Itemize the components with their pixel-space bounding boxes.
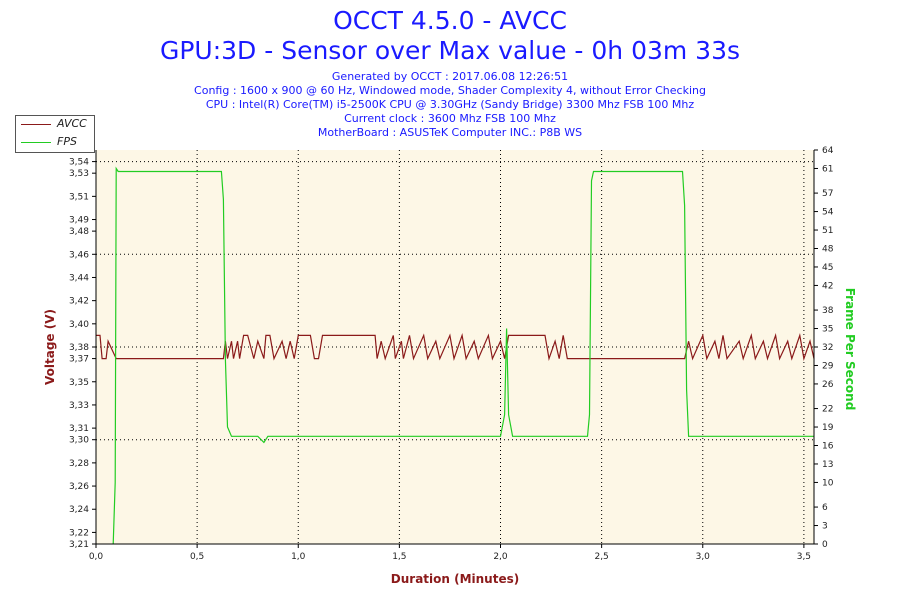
y2-tick-label: 10: [822, 478, 834, 488]
y2-tick-label: 54: [822, 208, 834, 218]
y-tick-label: 3,31: [69, 424, 89, 434]
y2-tick-label: 22: [822, 405, 833, 415]
y-tick-label: 3,42: [69, 297, 89, 307]
info-generated: Generated by OCCT : 2017.06.08 12:26:51: [331, 70, 569, 83]
chart-subtitle: GPU:3D - Sensor over Max value - 0h 03m …: [159, 36, 741, 65]
x-tick-label: 0,5: [190, 552, 204, 562]
y-tick-label: 3,35: [69, 378, 89, 388]
y-tick-label: 3,37: [69, 355, 89, 365]
chart-legend: AVCC FPS: [15, 115, 95, 153]
y2-tick-label: 64: [822, 146, 834, 156]
y-tick-label: 3,33: [69, 401, 89, 411]
y2-tick-label: 45: [822, 263, 833, 273]
y2-tick-label: 42: [822, 281, 833, 291]
y2-tick-label: 51: [822, 226, 833, 236]
series-group: [96, 166, 815, 545]
y2-tick-label: 16: [822, 442, 834, 452]
y2-tick-label: 48: [822, 245, 834, 255]
series-line-avcc: [96, 333, 815, 361]
y2-tick-label: 0: [822, 540, 828, 550]
y2-tick-label: 35: [822, 325, 833, 335]
y2-tick-label: 32: [822, 343, 833, 353]
y-tick-label: 3,49: [69, 216, 89, 226]
legend-swatch-fps: [21, 142, 51, 143]
y2-tick-label: 38: [822, 306, 834, 316]
x-tick-label: 2,5: [594, 552, 608, 562]
x-tick-label: 0,0: [89, 552, 104, 562]
y-tick-label: 3,53: [69, 169, 89, 179]
y-tick-label: 3,48: [69, 227, 89, 237]
y2-tick-label: 19: [822, 423, 834, 433]
chart-title: OCCT 4.5.0 - AVCC: [333, 6, 567, 35]
x-tick-label: 1,5: [392, 552, 406, 562]
y-tick-label: 3,24: [69, 505, 89, 515]
y2-tick-label: 13: [822, 460, 833, 470]
y-tick-label: 3,46: [69, 250, 89, 260]
y-tick-label: 3,21: [69, 540, 89, 550]
y2-tick-label: 57: [822, 189, 833, 199]
y-tick-label: 3,28: [69, 459, 89, 469]
y2-axis-title: Frame Per Second: [843, 288, 857, 411]
y-tick-label: 3,54: [69, 158, 89, 168]
y2-tick-label: 29: [822, 361, 834, 371]
y-tick-label: 3,44: [69, 273, 89, 283]
series-line-fps: [112, 166, 814, 545]
x-tick-label: 1,0: [291, 552, 306, 562]
y-tick-label: 3,22: [69, 528, 89, 538]
tick-labels: 0,0 0,5 1,0 1,5 2,0 2,5 3,0 3,5 3,21 3,22 3,24 3,26…: [69, 146, 834, 562]
y-tick-label: 3,40: [69, 320, 89, 330]
x-tick-label: 3,0: [696, 552, 711, 562]
legend-label-avcc: AVCC: [57, 117, 87, 130]
y2-tick-label: 3: [822, 522, 828, 532]
info-config: Config : 1600 x 900 @ 60 Hz, Windowed mo…: [194, 84, 706, 97]
x-tick-label: 3,5: [797, 552, 811, 562]
y-tick-label: 3,51: [69, 192, 89, 202]
legend-swatch-avcc: [21, 124, 51, 125]
x-axis-title: Duration (Minutes): [391, 572, 519, 586]
info-motherboard: MotherBoard : ASUSTeK Computer INC.: P8B…: [317, 126, 583, 139]
legend-item-avcc: AVCC: [16, 116, 94, 132]
y-tick-label: 3,30: [69, 436, 89, 446]
legend-label-fps: FPS: [57, 135, 77, 148]
y-tick-label: 3,38: [69, 343, 89, 353]
y2-tick-label: 61: [822, 164, 833, 174]
y-tick-label: 3,26: [69, 482, 89, 492]
y2-tick-label: 6: [822, 503, 828, 513]
plot-area: [96, 150, 814, 544]
x-tick-label: 2,0: [493, 552, 508, 562]
axes-group: [92, 149, 818, 548]
y-axis-title: Voltage (V): [43, 309, 57, 385]
legend-item-fps: FPS: [16, 134, 94, 150]
info-clock: Current clock : 3600 Mhz FSB 100 Mhz: [344, 112, 556, 125]
info-cpu: CPU : Intel(R) Core(TM) i5-2500K CPU @ 3…: [205, 98, 695, 111]
y2-tick-label: 26: [822, 380, 834, 390]
